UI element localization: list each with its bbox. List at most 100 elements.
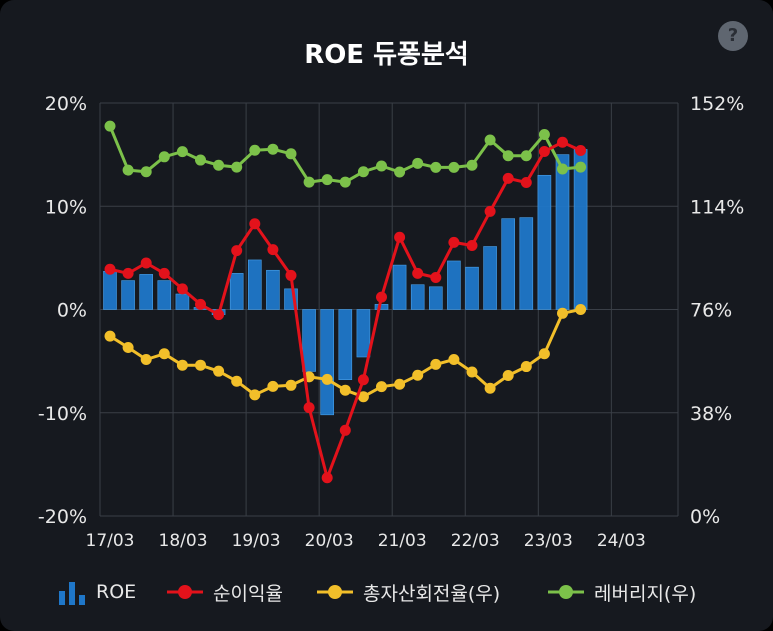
legend-item-net-margin[interactable]: 순이익율 xyxy=(165,576,283,608)
net-margin-point xyxy=(213,309,225,321)
net-margin-point xyxy=(575,144,587,156)
asset-turnover-point xyxy=(412,369,424,381)
net-margin-point xyxy=(376,291,387,303)
roe-bar xyxy=(356,309,371,358)
legend-label-roe: ROE xyxy=(96,581,137,603)
net-margin-point xyxy=(122,267,134,279)
leverage-point xyxy=(430,161,442,173)
legend-item-asset-turnover[interactable]: 총자산회전율(우) xyxy=(315,576,500,608)
asset-turnover-point xyxy=(195,359,206,371)
leverage-point xyxy=(502,150,514,162)
legend-item-roe[interactable]: ROE xyxy=(58,576,136,608)
roe-bar xyxy=(392,264,407,310)
asset-turnover-point xyxy=(231,375,243,387)
axis-labels: 20% 10% 0% -10% -20% 152% 114% 76% 38% 0% 17/03 18/… xyxy=(38,93,744,551)
asset-turnover-point xyxy=(575,304,587,315)
red-line-marker-icon xyxy=(167,585,203,599)
asset-turnover-point xyxy=(249,389,261,401)
leverage-point xyxy=(357,166,369,178)
asset-turnover-point xyxy=(140,353,152,365)
net-margin-point xyxy=(520,177,532,189)
left-tick-label: -10% xyxy=(38,403,87,425)
net-margin-point xyxy=(303,402,315,414)
asset-turnover-point xyxy=(484,382,496,394)
right-tick-label: 0% xyxy=(690,506,720,528)
leverage-point xyxy=(376,160,387,172)
leverage-point xyxy=(176,146,188,158)
left-tick-label: -20% xyxy=(38,506,87,528)
leverage-point xyxy=(394,166,406,178)
roe-bar xyxy=(139,274,153,310)
net-margin-point xyxy=(176,283,188,295)
roe-bar xyxy=(483,246,497,310)
roe-bar xyxy=(229,273,244,310)
x-tick-label: 22/03 xyxy=(451,531,500,551)
roe-bar xyxy=(103,270,117,310)
leverage-point xyxy=(267,143,279,155)
roe-bar xyxy=(266,269,280,310)
help-button[interactable]: ? xyxy=(718,21,748,51)
asset-turnover-point xyxy=(339,384,351,396)
net-margin-point xyxy=(195,298,206,310)
net-margin-point xyxy=(267,244,279,256)
right-tick-label: 152% xyxy=(690,93,744,115)
roe-bar xyxy=(555,154,570,310)
leverage-point xyxy=(448,161,460,173)
x-tick-label: 19/03 xyxy=(232,531,281,551)
leverage-point xyxy=(303,176,315,188)
asset-turnover-point xyxy=(104,330,116,342)
asset-turnover-point xyxy=(158,348,170,360)
asset-turnover-point xyxy=(430,358,442,370)
roe-bar xyxy=(320,309,335,416)
asset-turnover-point xyxy=(466,366,478,378)
chart-plot: 20% 10% 0% -10% -20% 152% 114% 76% 38% 0% 17/03 18/… xyxy=(38,93,744,551)
x-tick-label: 24/03 xyxy=(597,531,646,551)
left-tick-label: 0% xyxy=(57,300,87,322)
roe-bar xyxy=(175,293,190,310)
asset-turnover-point xyxy=(321,373,333,385)
roe-bar xyxy=(302,309,316,372)
leverage-point xyxy=(466,159,478,171)
net-margin-point xyxy=(158,267,170,279)
net-margin-point xyxy=(339,424,351,436)
roe-bar xyxy=(428,286,443,310)
net-margin-point xyxy=(466,239,478,251)
asset-turnover-point xyxy=(122,342,134,354)
right-tick-label: 114% xyxy=(690,196,744,218)
leverage-point xyxy=(213,159,225,171)
net-margin-point xyxy=(357,374,369,386)
leverage-point xyxy=(557,163,568,175)
chart-title: ROE 듀퐁분석 xyxy=(304,40,469,70)
roe-bar xyxy=(447,260,461,310)
yellow-line-marker-icon xyxy=(317,585,353,599)
asset-turnover-point xyxy=(357,391,369,403)
asset-turnover-point xyxy=(213,365,225,377)
leverage-point xyxy=(339,176,351,188)
roe-bar xyxy=(537,174,552,310)
leverage-point xyxy=(520,150,532,162)
leverage-point xyxy=(412,157,424,169)
leverage-point xyxy=(321,174,333,186)
leverage-point xyxy=(484,134,496,146)
net-margin-point xyxy=(538,146,550,158)
roe-bar xyxy=(573,149,588,310)
roe-bar xyxy=(338,309,353,381)
asset-turnover-point xyxy=(176,359,188,371)
net-margin-point xyxy=(484,205,496,217)
leverage-point xyxy=(122,164,134,176)
roe-bar xyxy=(157,280,172,310)
roe-bar xyxy=(501,218,516,310)
asset-turnover-point xyxy=(520,361,532,373)
asset-turnover-point xyxy=(376,381,387,393)
legend-label-asset-turnover: 총자산회전율(우) xyxy=(363,582,501,605)
roe-bar xyxy=(465,266,479,310)
net-margin-point xyxy=(557,136,568,148)
roe-bar xyxy=(374,304,389,310)
left-tick-label: 20% xyxy=(45,93,87,115)
legend: ROE 순이익율 총자산회전율(우) 레버리지(우) xyxy=(0,576,773,608)
left-tick-label: 10% xyxy=(45,196,87,218)
asset-turnover-point xyxy=(448,353,460,365)
legend-item-leverage[interactable]: 레버리지(우) xyxy=(546,576,696,608)
asset-turnover-point xyxy=(502,370,514,382)
net-margin-point xyxy=(394,231,406,243)
